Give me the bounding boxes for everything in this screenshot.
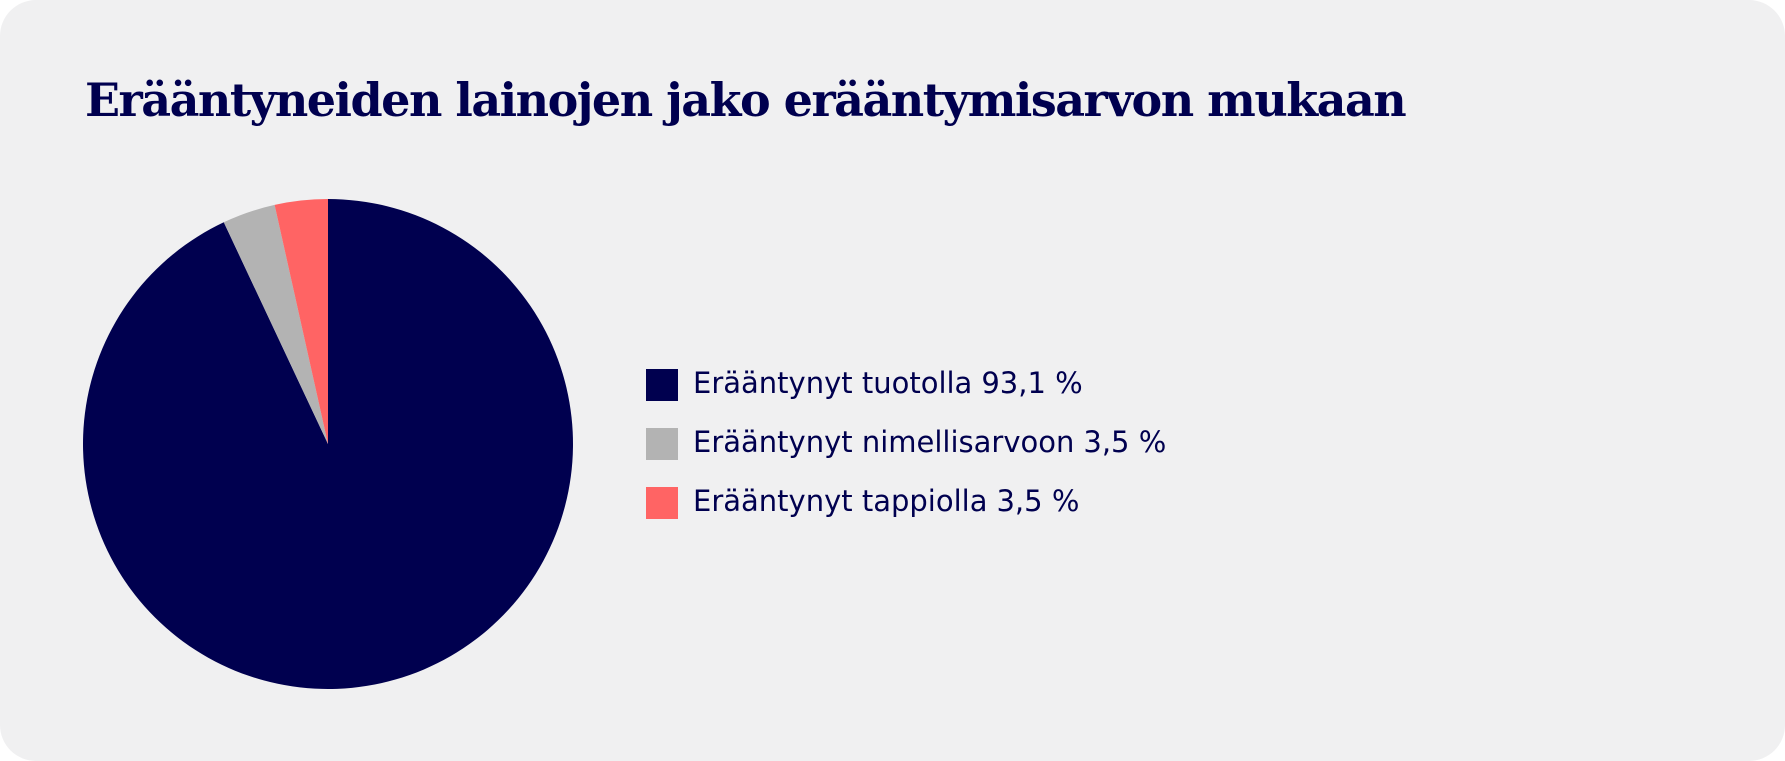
- legend-value: 3,5 %: [996, 484, 1079, 518]
- pie-slice: [223, 204, 328, 444]
- legend-label: Erääntynyt tappiolla 3,5 %: [693, 484, 1079, 518]
- legend-swatch: [646, 428, 678, 460]
- legend-swatch: [646, 487, 678, 519]
- legend-label: Erääntynyt tuotolla 93,1 %: [693, 366, 1083, 400]
- legend-category: Erääntynyt tappiolla: [693, 484, 987, 518]
- pie-slice: [82, 199, 573, 689]
- legend-value: 93,1 %: [981, 366, 1082, 400]
- legend-label: Erääntynyt nimellisarvoon 3,5 %: [693, 425, 1166, 459]
- chart-title: Erääntyneiden lainojen jako erääntymisar…: [85, 73, 1406, 127]
- legend-category: Erääntynyt tuotolla: [693, 366, 972, 400]
- pie-slice: [274, 199, 328, 444]
- legend-category: Erääntynyt nimellisarvoon: [693, 425, 1074, 459]
- legend-value: 3,5 %: [1083, 425, 1166, 459]
- legend-swatch: [646, 369, 678, 401]
